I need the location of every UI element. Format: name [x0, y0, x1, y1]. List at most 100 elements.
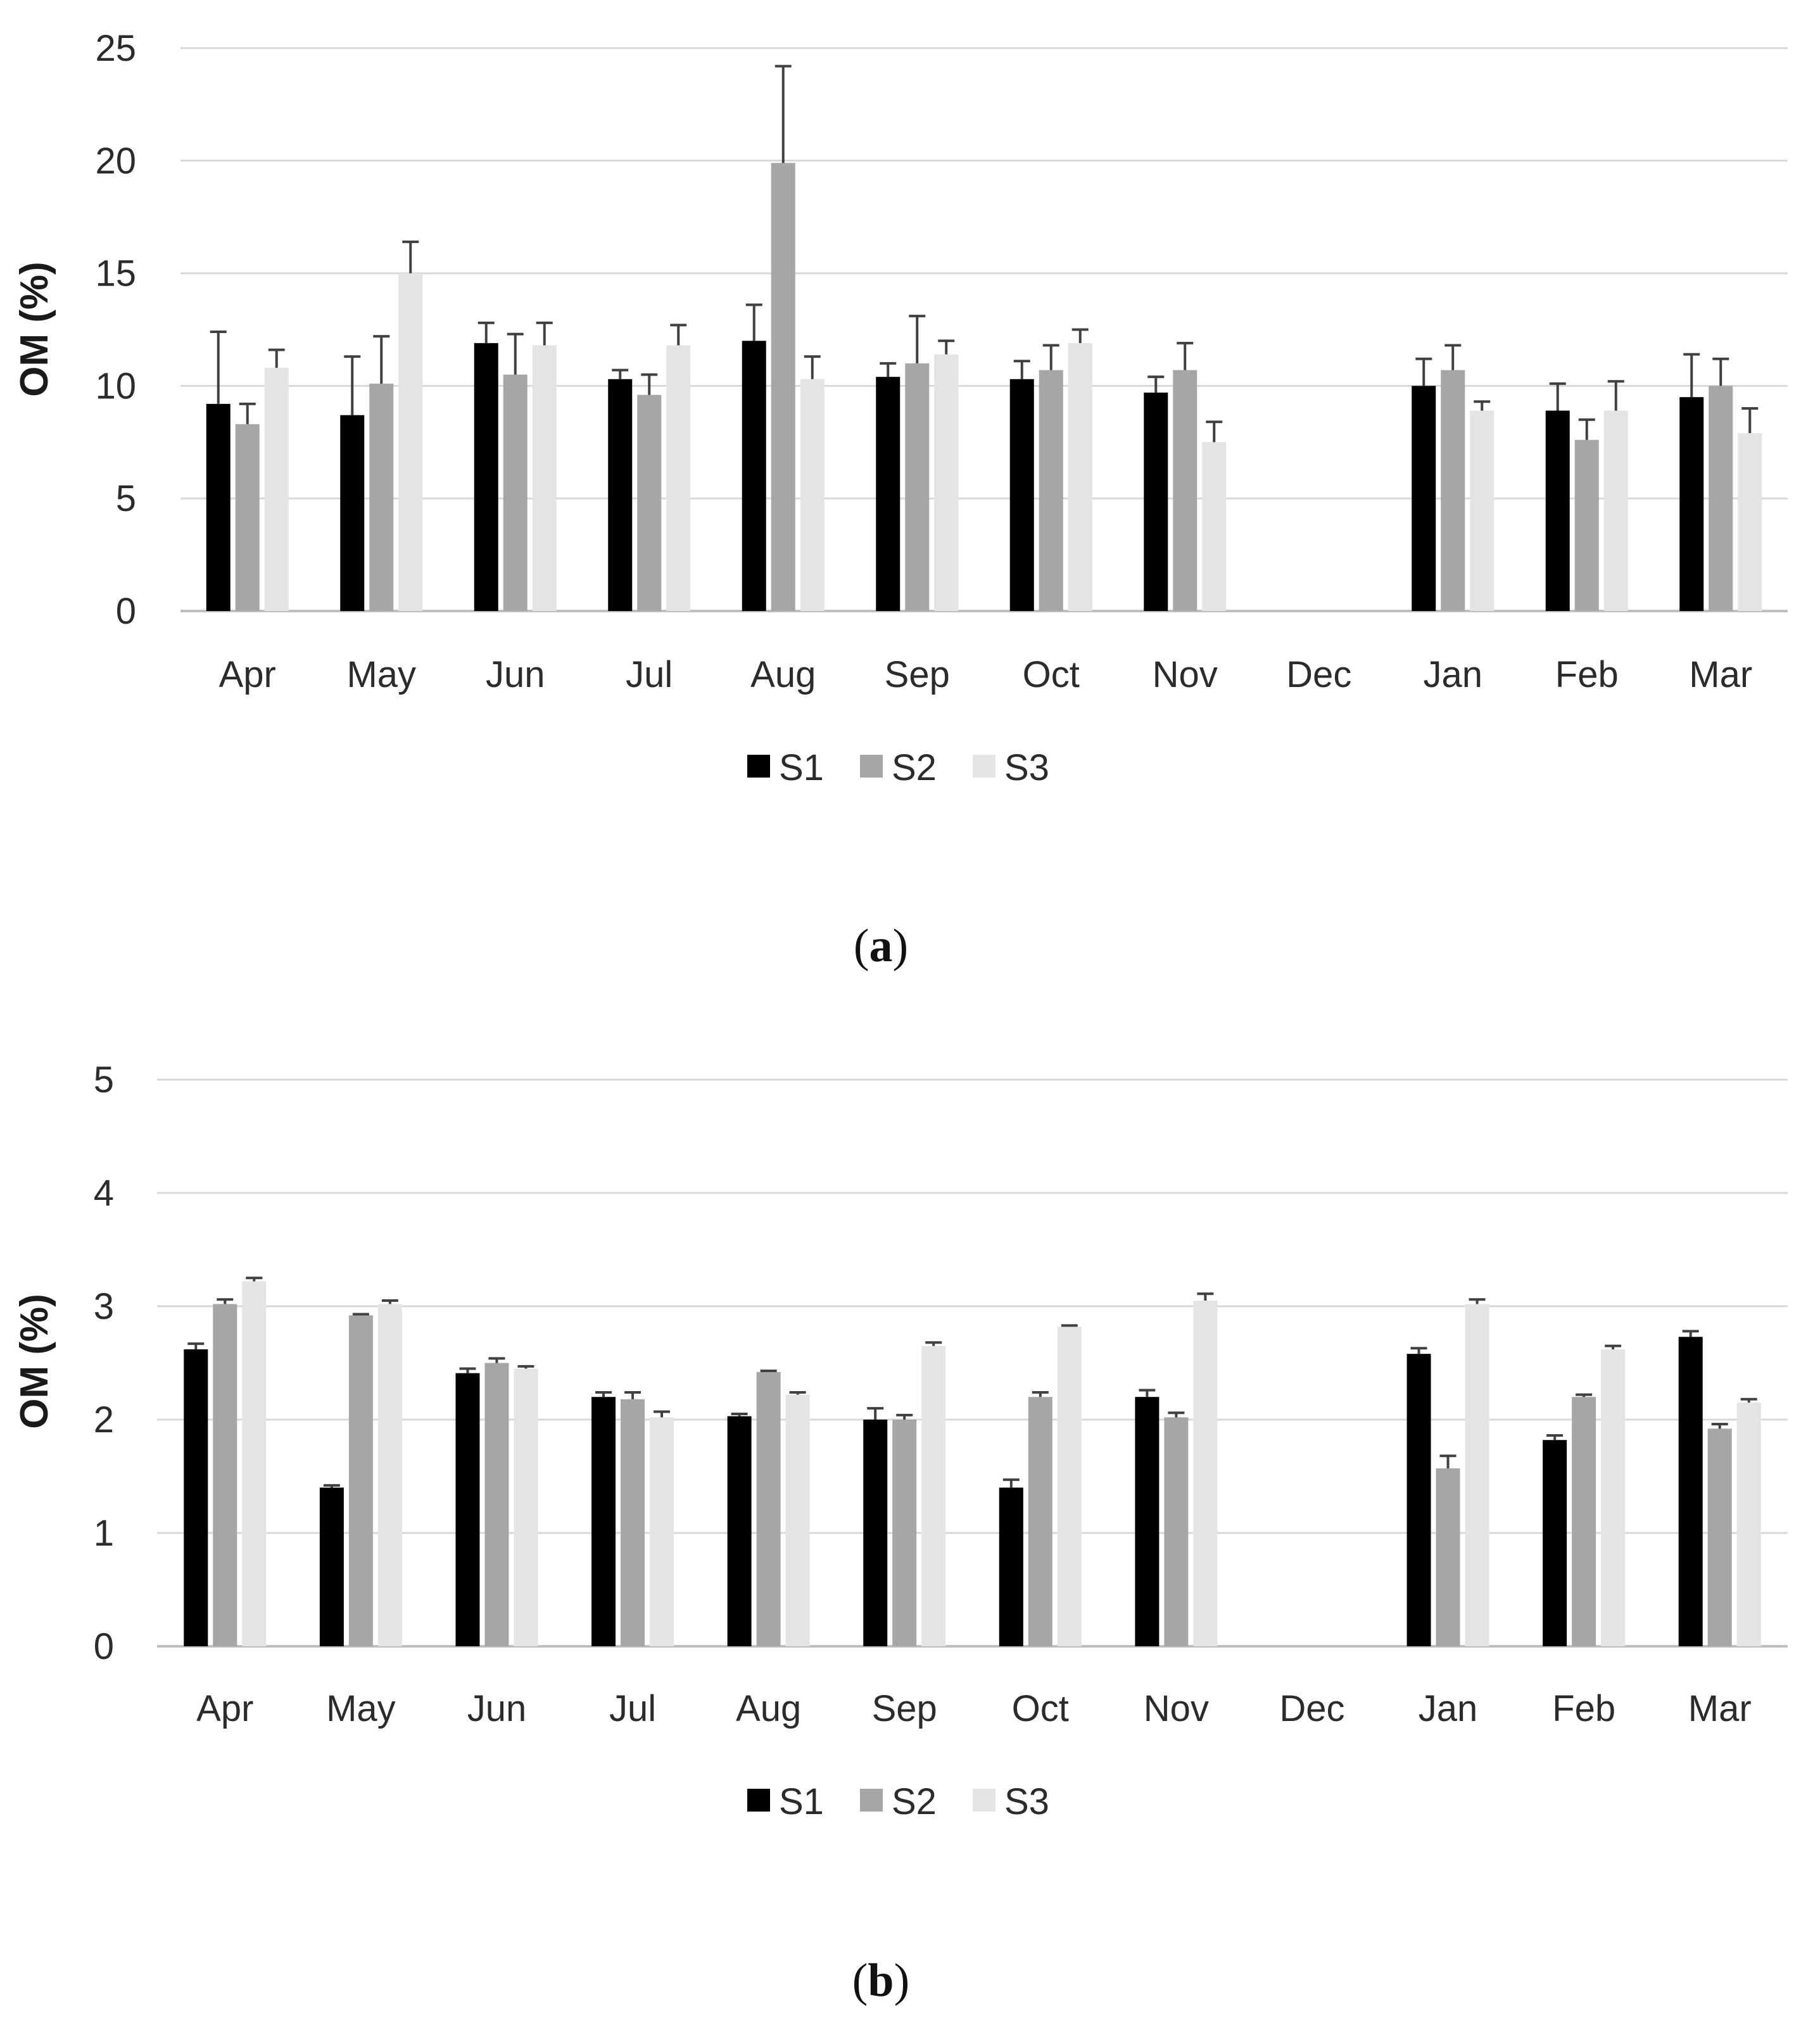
- bar-s3: [800, 379, 825, 611]
- x-tick-label: Jun: [467, 1688, 527, 1729]
- bar-s1: [1543, 1440, 1567, 1646]
- y-tick-label: 3: [94, 1286, 114, 1327]
- bar-s3: [1202, 442, 1227, 611]
- bar-s2: [503, 374, 528, 611]
- bar-s3: [514, 1368, 538, 1646]
- bar-s1: [1135, 1397, 1160, 1646]
- bar-s1: [340, 415, 365, 611]
- y-tick-label: 15: [95, 253, 136, 294]
- y-axis-label: OM (%): [13, 1294, 56, 1429]
- legend-label-s3: S3: [1004, 1781, 1049, 1822]
- x-tick-label: May: [346, 654, 416, 695]
- bar-s3: [1068, 343, 1092, 611]
- bar-s2: [484, 1363, 509, 1646]
- x-tick-label: May: [326, 1688, 396, 1729]
- x-tick-label: Jul: [626, 654, 673, 695]
- bar-s1: [1678, 1337, 1703, 1646]
- bar-s1: [319, 1487, 344, 1646]
- y-tick-label: 20: [95, 141, 136, 182]
- bar-s3: [1738, 433, 1762, 611]
- bar-s1: [455, 1373, 480, 1646]
- legend-swatch-s3: [973, 755, 995, 778]
- y-tick-label: 0: [116, 591, 136, 632]
- bar-s1: [1412, 386, 1436, 611]
- bar-s3: [1470, 410, 1495, 611]
- x-tick-label: Apr: [219, 654, 276, 695]
- x-tick-label: Dec: [1286, 654, 1351, 695]
- bar-s1: [727, 1416, 752, 1646]
- bar-s1: [1406, 1354, 1431, 1646]
- x-tick-label: Mar: [1689, 654, 1752, 695]
- bar-s3: [1465, 1304, 1489, 1646]
- bar-s2: [1572, 1397, 1596, 1646]
- legend-label-s2: S2: [892, 1781, 937, 1822]
- bar-s3: [532, 345, 557, 611]
- bar-s2: [235, 424, 260, 611]
- bar-s2: [1164, 1417, 1189, 1646]
- bar-s2: [1574, 439, 1599, 611]
- legend-label-s2: S2: [892, 747, 937, 788]
- x-tick-label: Jan: [1419, 1688, 1478, 1729]
- y-axis-label: OM (%): [13, 262, 56, 397]
- bar-s2: [892, 1420, 917, 1646]
- bar-s3: [1601, 1349, 1626, 1646]
- bar-s1: [474, 343, 498, 611]
- x-tick-label: Apr: [196, 1688, 253, 1729]
- caption-a-open: (: [854, 920, 869, 972]
- y-tick-label: 4: [94, 1173, 114, 1214]
- bar-s2: [1173, 370, 1198, 611]
- bar-s3: [785, 1394, 810, 1646]
- x-tick-label: Oct: [1012, 1688, 1069, 1729]
- legend-swatch-s2: [860, 1789, 883, 1812]
- y-tick-label: 1: [94, 1513, 114, 1554]
- legend-swatch-s1: [747, 755, 770, 778]
- bar-s2: [771, 163, 795, 612]
- caption-b-close: ): [894, 1955, 910, 2007]
- bar-s2: [1441, 370, 1465, 611]
- y-tick-label: 0: [94, 1626, 114, 1667]
- y-tick-label: 5: [94, 1059, 114, 1100]
- bar-s1: [184, 1349, 208, 1646]
- bar-s3: [650, 1417, 674, 1646]
- bar-s3: [934, 354, 959, 611]
- x-tick-label: Aug: [750, 654, 816, 695]
- bar-s1: [1144, 393, 1168, 611]
- bar-s2: [1039, 370, 1063, 611]
- y-tick-label: 5: [116, 478, 136, 519]
- bar-s1: [999, 1487, 1023, 1646]
- x-tick-label: Feb: [1555, 654, 1619, 695]
- x-tick-label: Oct: [1023, 654, 1080, 695]
- caption-b-open: (: [852, 1955, 868, 2007]
- bar-s1: [742, 341, 766, 611]
- bar-s2: [1709, 386, 1733, 611]
- bar-s1: [1545, 410, 1570, 611]
- legend-label-s3: S3: [1004, 747, 1049, 788]
- y-tick-label: 2: [94, 1399, 114, 1441]
- x-tick-label: Mar: [1688, 1688, 1752, 1729]
- bar-s1: [863, 1420, 888, 1646]
- bar-s3: [1736, 1403, 1761, 1646]
- chart-panel-a: 0 5 10 15 20 25 OM (%) Apr May Jun Jul Aug Sep Oct Nov…: [13, 28, 1788, 788]
- legend-swatch-s1: [747, 1789, 770, 1812]
- bar-s3: [1193, 1301, 1218, 1646]
- bar-s2: [905, 363, 930, 611]
- caption-a-close: ): [893, 920, 909, 972]
- bar-s2: [213, 1304, 237, 1646]
- legend-label-s1: S1: [779, 1781, 824, 1822]
- bar-s3: [242, 1281, 267, 1646]
- bar-s3: [921, 1346, 946, 1646]
- bar-s3: [398, 273, 423, 612]
- bar-s2: [637, 394, 662, 611]
- caption-b: (b): [852, 1955, 909, 2007]
- caption-a-letter: a: [869, 920, 893, 972]
- legend-swatch-s2: [860, 755, 883, 778]
- bar-s2: [621, 1399, 645, 1646]
- bar-s2: [348, 1315, 373, 1646]
- chart-panel-b: 0 1 2 3 4 5 OM (%) Apr May Jun Jul Aug Sep Oct Nov Dec J…: [13, 1059, 1788, 1822]
- bar-s1: [876, 377, 901, 611]
- x-tick-label: Sep: [872, 1688, 937, 1729]
- bar-s3: [1603, 410, 1628, 611]
- x-tick-label: Dec: [1279, 1688, 1344, 1729]
- bar-s3: [666, 345, 691, 611]
